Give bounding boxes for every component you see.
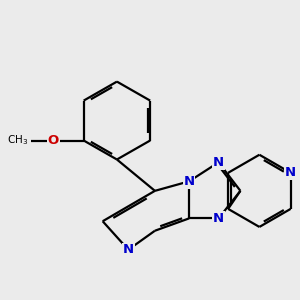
Text: N: N bbox=[123, 243, 134, 256]
Text: N: N bbox=[213, 156, 224, 169]
Text: CH$_3$: CH$_3$ bbox=[8, 134, 29, 147]
Text: O: O bbox=[48, 134, 59, 147]
Text: N: N bbox=[213, 212, 224, 225]
Text: N: N bbox=[285, 166, 296, 179]
Text: N: N bbox=[184, 175, 195, 188]
